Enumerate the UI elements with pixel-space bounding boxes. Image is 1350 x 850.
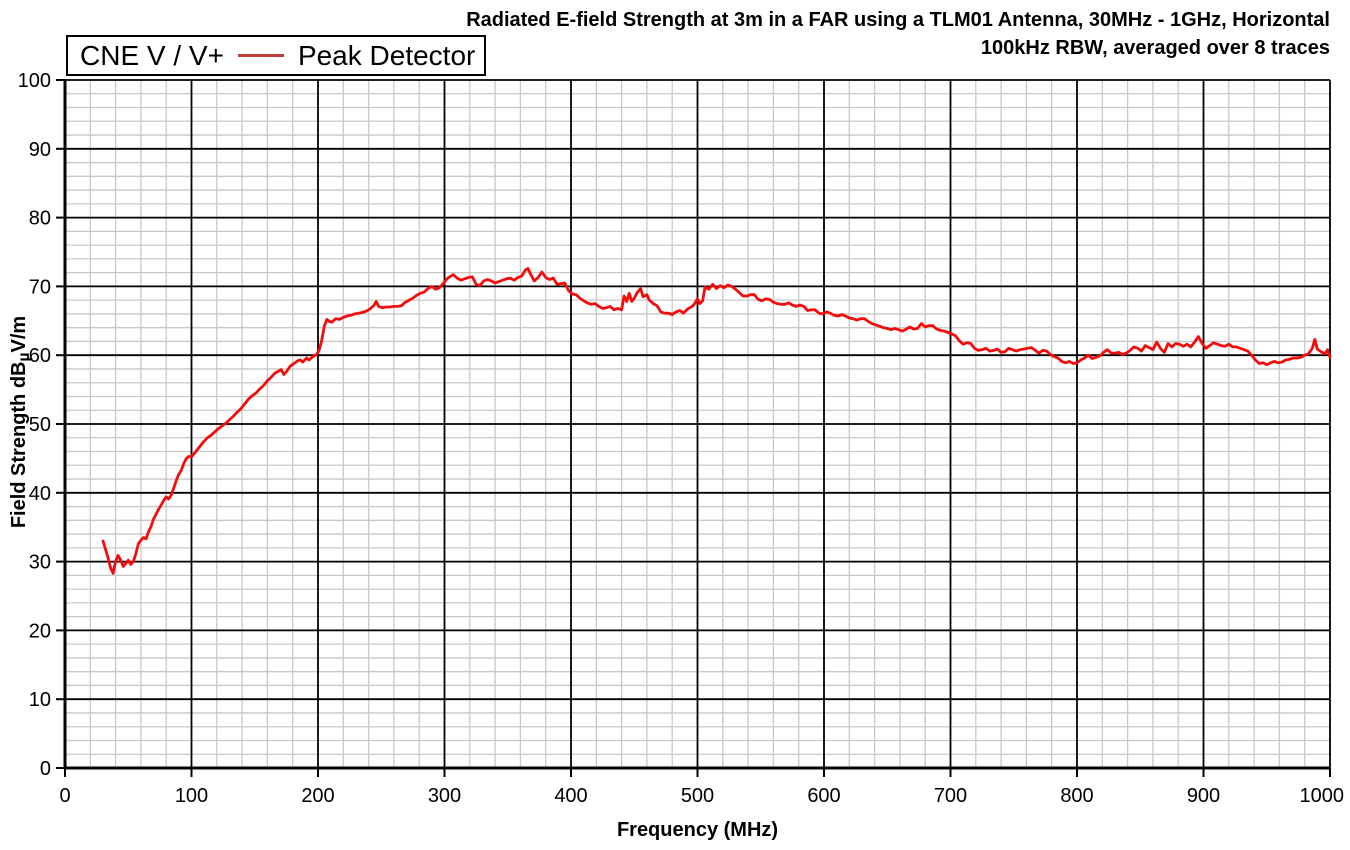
x-tick-label: 400 <box>554 785 587 807</box>
y-tick-label: 100 <box>18 70 51 92</box>
y-axis-title: Field Strength dBµV/m <box>8 316 34 528</box>
legend-device-label: CNE V / V+ <box>80 39 224 71</box>
x-tick-label: 600 <box>807 785 840 807</box>
x-tick-label: 500 <box>681 785 714 807</box>
y-tick-label: 80 <box>29 208 51 230</box>
tick-marks <box>56 79 1331 777</box>
mu-subscript: µ <box>16 352 34 362</box>
legend-series-label: Peak Detector <box>297 39 476 71</box>
peak-detector-trace <box>101 267 1332 575</box>
y-tick-label: 50 <box>29 414 51 436</box>
x-tick-label: 1000 <box>1300 785 1345 807</box>
y-tick-label: 0 <box>40 758 51 780</box>
legend-line-sample <box>237 54 284 57</box>
x-tick-label: 800 <box>1060 785 1093 807</box>
x-tick-label: 0 <box>59 785 70 807</box>
x-tick-label: 900 <box>1187 785 1220 807</box>
y-tick-label: 30 <box>29 552 51 574</box>
x-tick-label: 300 <box>428 785 461 807</box>
chart-title: Radiated E-field Strength at 3m in a FAR… <box>0 6 1330 62</box>
chart-title-line1: Radiated E-field Strength at 3m in a FAR… <box>466 9 1330 31</box>
y-axis-title-suffix: V/m <box>7 315 30 353</box>
y-tick-label: 40 <box>29 483 51 505</box>
x-tick-label: 200 <box>301 785 334 807</box>
major-gridlines <box>65 79 1331 768</box>
x-tick-label: 700 <box>934 785 967 807</box>
y-tick-label: 90 <box>29 139 51 161</box>
y-tick-label: 60 <box>29 345 51 367</box>
x-axis-title: Frequency (MHz) <box>616 819 779 841</box>
x-tick-label: 100 <box>175 785 208 807</box>
y-tick-label: 10 <box>29 689 51 711</box>
chart-title-line2: 100kHz RBW, averaged over 8 traces <box>980 37 1330 59</box>
y-axis-title-prefix: Field Strength dB <box>7 361 30 529</box>
y-tick-label: 20 <box>29 620 51 642</box>
legend: CNE V / V+ Peak Detector <box>66 35 486 76</box>
y-tick-label: 70 <box>29 276 51 298</box>
tick-labels: 0 100 200 300 400 500 600 700 800 900 1000 0 10 20 30 4… <box>18 70 1344 807</box>
